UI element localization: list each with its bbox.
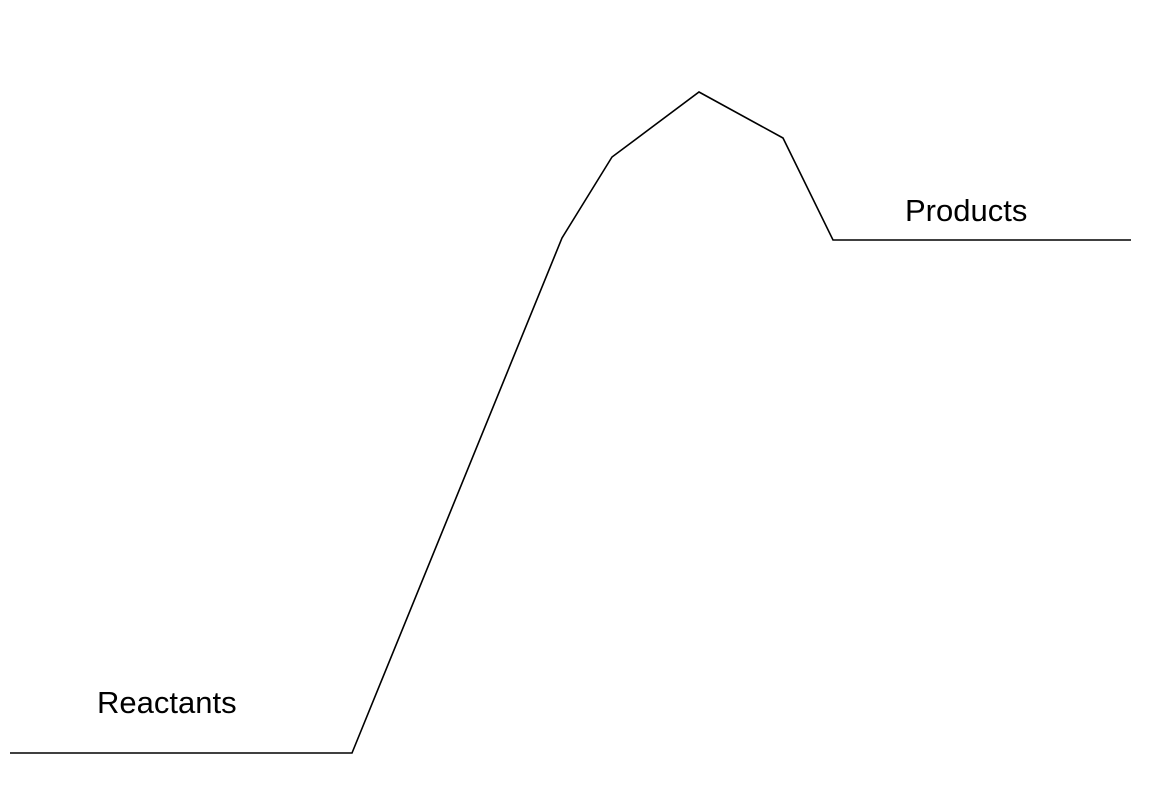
reactants-label: Reactants xyxy=(97,685,237,720)
products-label: Products xyxy=(905,193,1027,228)
energy-profile-curve xyxy=(10,91,1131,754)
